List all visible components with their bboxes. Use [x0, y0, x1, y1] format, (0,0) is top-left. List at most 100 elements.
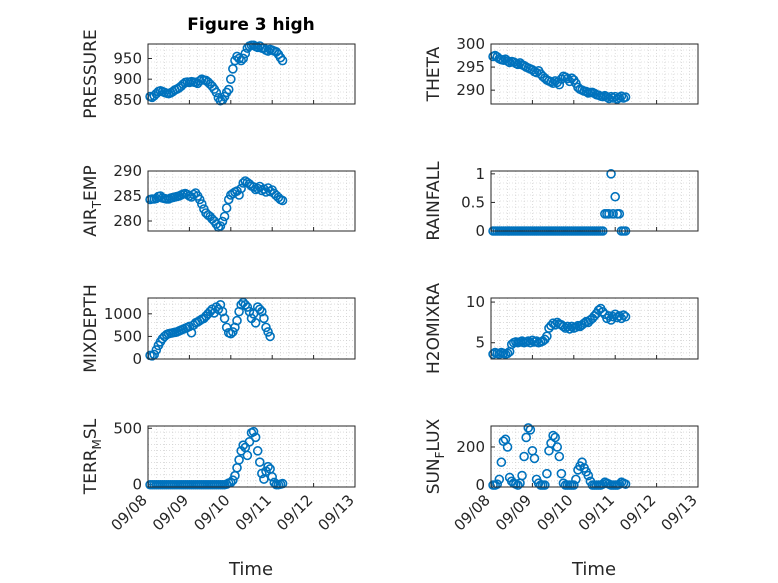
y-axis-label: RAINFALL [424, 161, 444, 241]
x-tick-label: 09/13 [315, 491, 358, 534]
data-point [248, 309, 259, 319]
y-axis-label: MIXDEPTH [81, 284, 101, 373]
x-tick-label: 09/08 [108, 491, 151, 534]
data-point [265, 331, 275, 342]
data-point [151, 345, 162, 355]
x-tick-label: 09/11 [575, 491, 618, 534]
data-point [513, 480, 523, 490]
axes-border [490, 297, 699, 360]
axes-border [490, 425, 699, 488]
axes-border [490, 43, 699, 105]
x-tick-label: 09/12 [616, 491, 659, 534]
axes-box [147, 43, 356, 105]
data-point [267, 472, 278, 482]
data-point [502, 348, 513, 359]
data-point [211, 87, 222, 98]
axes-box [490, 170, 699, 232]
y-tick-label: 1 [475, 165, 485, 183]
data-point [494, 474, 505, 485]
data-point [564, 324, 575, 334]
y-tick-label: 500 [113, 327, 142, 345]
y-tick-label: 285 [113, 187, 142, 205]
data-point [232, 315, 242, 326]
y-axis-label: SUNFLUX [424, 418, 447, 494]
data-point [236, 299, 246, 310]
axes-border [147, 425, 356, 488]
data-point [236, 55, 246, 66]
y-tick-label: 290 [456, 81, 485, 99]
data-point [529, 453, 540, 464]
data-point [513, 59, 523, 70]
data-point [234, 455, 244, 465]
data-point [236, 183, 246, 194]
data-point [244, 437, 255, 447]
y-label-part: SUN [424, 458, 444, 494]
axes-box [490, 297, 699, 360]
data-point [217, 216, 228, 227]
data-point [502, 442, 513, 452]
y-tick-label: 500 [113, 419, 142, 437]
y-axis-label: TERRMSL [81, 418, 104, 495]
y-tick-label: 0 [475, 476, 485, 494]
data-point [554, 79, 565, 90]
data-point [608, 209, 618, 219]
data-point [517, 470, 527, 481]
panel-theta: 290 295 300 THETA [424, 35, 699, 105]
data-point [571, 474, 581, 485]
data-point [197, 199, 207, 209]
data-point [521, 432, 531, 443]
data-point [194, 194, 205, 205]
y-tick-label: 850 [113, 91, 142, 109]
data-point [228, 475, 238, 486]
data-point [614, 209, 625, 219]
data-point [254, 304, 265, 315]
data-point [571, 322, 581, 333]
data-point [548, 430, 558, 441]
y-tick-label: 5 [475, 334, 485, 352]
axes-border [147, 170, 356, 232]
data-point [248, 182, 259, 192]
axes-border [147, 297, 356, 360]
data-point [259, 313, 269, 324]
data-point [263, 327, 273, 337]
x-tick-label: 09/09 [149, 491, 192, 534]
data-point [550, 432, 560, 443]
data-point [552, 442, 563, 452]
data-point [277, 195, 288, 206]
data-point [616, 91, 627, 101]
y-tick-label: 950 [113, 49, 142, 67]
y-axis-label: AIRTEMP [81, 165, 104, 236]
panels: 850 900 950 PRESSURE 290 295 300 THETA 280 285 290… [81, 29, 701, 534]
x-tick-label: 09/13 [658, 491, 701, 534]
y-tick-label: 200 [456, 438, 485, 456]
data-point [556, 468, 567, 479]
y-label-subscript: F [433, 451, 447, 458]
panel-rainfall: 0 0.5 1 RAINFALL [424, 161, 699, 241]
y-tick-label: 1000 [104, 305, 142, 323]
x-axis-label-left: Time [228, 559, 273, 580]
data-point [610, 191, 621, 202]
y-label-subscript: M [90, 439, 104, 449]
data-point [188, 189, 199, 200]
data-point [583, 470, 594, 481]
data-point [618, 310, 629, 320]
data-point [620, 311, 631, 322]
data-point [215, 221, 226, 231]
data-point [548, 78, 558, 89]
data-point [577, 457, 587, 468]
data-point [219, 313, 230, 324]
data-point [226, 477, 236, 488]
data-point [226, 74, 236, 84]
data-point [568, 480, 579, 490]
y-label-part: SL [81, 418, 101, 439]
data-point [221, 203, 232, 213]
y-label-part: EMP [81, 165, 101, 201]
data-point [250, 432, 261, 443]
data-point [250, 318, 261, 328]
y-tick-label: 295 [456, 58, 485, 76]
y-tick-label: 0 [475, 222, 485, 240]
y-label-part: LUX [424, 418, 444, 451]
